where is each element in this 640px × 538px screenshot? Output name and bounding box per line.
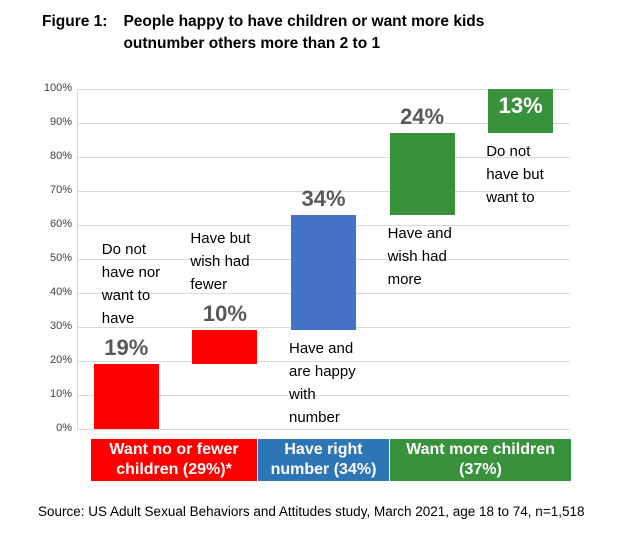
source-note: Source: US Adult Sexual Behaviors and At… (38, 504, 585, 519)
y-axis-tick-label: 50% (49, 252, 72, 264)
gridline (77, 395, 570, 396)
category-band-want-no-or-fewer-children: Want no or fewer children (29%)* (91, 439, 257, 481)
figure-title: People happy to have children or want mo… (123, 11, 484, 55)
figure-header: Figure 1: People happy to have children … (42, 11, 484, 55)
bar-segment-have-and-wish-had-more (389, 133, 455, 215)
category-band-want-more-children: Want more children (37%) (390, 439, 571, 481)
y-axis-tick-label: 60% (49, 218, 72, 230)
bar-value-label: 34% (301, 185, 346, 211)
y-axis-line (77, 89, 78, 429)
y-axis-tick-label: 40% (49, 286, 72, 298)
y-axis-tick-label: 0% (56, 422, 72, 434)
gridline (77, 123, 570, 124)
bar-value-label: 10% (202, 301, 247, 327)
bar-segment-do-not-have-but-want-to (488, 89, 554, 134)
y-axis-tick-label: 80% (49, 150, 72, 162)
bar-value-label: 19% (104, 335, 149, 361)
category-band-label: number (34%) (270, 461, 377, 478)
figure-title-line-2: outnumber others more than 2 to 1 (123, 35, 381, 52)
category-band-label: Want no or fewer (109, 441, 239, 458)
gridline (77, 191, 570, 192)
bar-segment-do-not-have-nor-want (93, 364, 159, 429)
gridline (77, 429, 570, 430)
y-axis-tick-label: 70% (49, 184, 72, 196)
bar-annotation-do-not-have-but-want-to: Do not have but want to (486, 143, 544, 207)
category-band-label: (37%) (459, 461, 502, 478)
figure-label: Figure 1: (42, 13, 108, 30)
y-axis-tick-label: 20% (49, 354, 72, 366)
category-band-label: children (29%)* (116, 461, 232, 478)
y-axis-tick-label: 100% (43, 82, 72, 94)
y-axis-tick-label: 90% (49, 116, 72, 128)
bar-annotation-have-and-happy-with-number: Have and are happy with number (289, 340, 356, 427)
figure-title-line-1: People happy to have children or want mo… (123, 13, 485, 30)
bar-segment-have-and-happy-with-number (291, 214, 356, 331)
bar-value-label: 13% (498, 93, 543, 118)
category-band-label: Have right (284, 441, 363, 458)
category-band-have-right-number: Have right number (34%) (258, 439, 389, 481)
bar-segment-have-but-wish-had-fewer (192, 330, 258, 365)
bar-annotation-have-but-wish-had-fewer: Have but wish had fewer (190, 230, 251, 294)
y-axis-tick-label: 30% (49, 320, 72, 332)
bar-value-label: 24% (400, 104, 445, 130)
bar-annotation-do-not-have-nor-want: Do not have nor want to have (101, 241, 161, 328)
gridline (77, 361, 570, 362)
category-band-label: Want more children (406, 441, 555, 458)
gridline (77, 89, 570, 90)
gridline (77, 157, 570, 158)
bar-annotation-have-and-wish-had-more: Have and wish had more (387, 224, 452, 288)
y-axis-tick-label: 10% (49, 388, 72, 400)
